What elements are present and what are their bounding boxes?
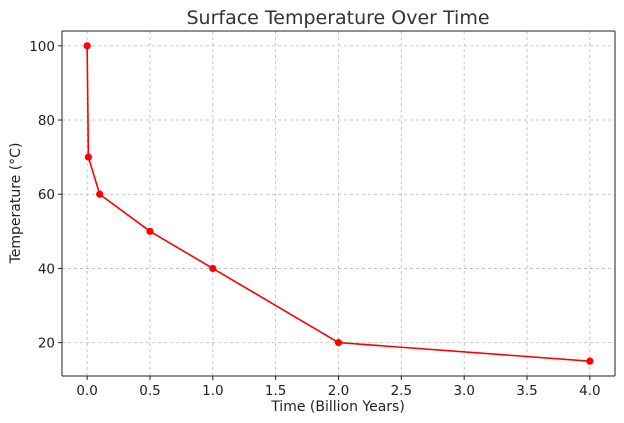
- y-tick-label: 40: [38, 261, 55, 277]
- data-point: [96, 190, 104, 198]
- y-tick-label: 80: [38, 113, 55, 129]
- data-point: [83, 42, 91, 50]
- x-tick-label: 1.5: [265, 383, 286, 399]
- y-tick-label: 100: [29, 39, 55, 55]
- y-tick-label: 60: [38, 187, 55, 203]
- y-axis-label: Temperature (°C): [8, 143, 24, 265]
- x-tick-label: 2.0: [328, 383, 349, 399]
- x-tick-label: 3.0: [453, 383, 474, 399]
- y-tick-label: 20: [38, 336, 55, 352]
- data-point: [334, 339, 343, 347]
- x-axis: 0.0 0.5 1.0 1.5 2.0 2.5 3.0 3.5 4.0: [76, 376, 601, 399]
- x-tick-label: 0.0: [76, 383, 97, 399]
- x-tick-label: 0.5: [139, 383, 160, 399]
- y-axis: 20 40 60 80 100: [29, 39, 62, 352]
- x-tick-label: 4.0: [579, 383, 600, 399]
- axes-spines: [61, 30, 616, 377]
- x-tick-label: 1.0: [202, 383, 223, 399]
- grid: [62, 31, 615, 376]
- data-point: [586, 357, 594, 365]
- data-point: [209, 264, 217, 273]
- data-point: [146, 227, 154, 235]
- x-tick-label: 2.5: [391, 383, 412, 399]
- data-point: [84, 153, 92, 161]
- x-axis-label: Time (Billion Years): [270, 399, 405, 415]
- series-layer: [83, 42, 594, 365]
- chart-title: Surface Temperature Over Time: [186, 7, 489, 29]
- x-tick-label: 3.5: [516, 383, 537, 399]
